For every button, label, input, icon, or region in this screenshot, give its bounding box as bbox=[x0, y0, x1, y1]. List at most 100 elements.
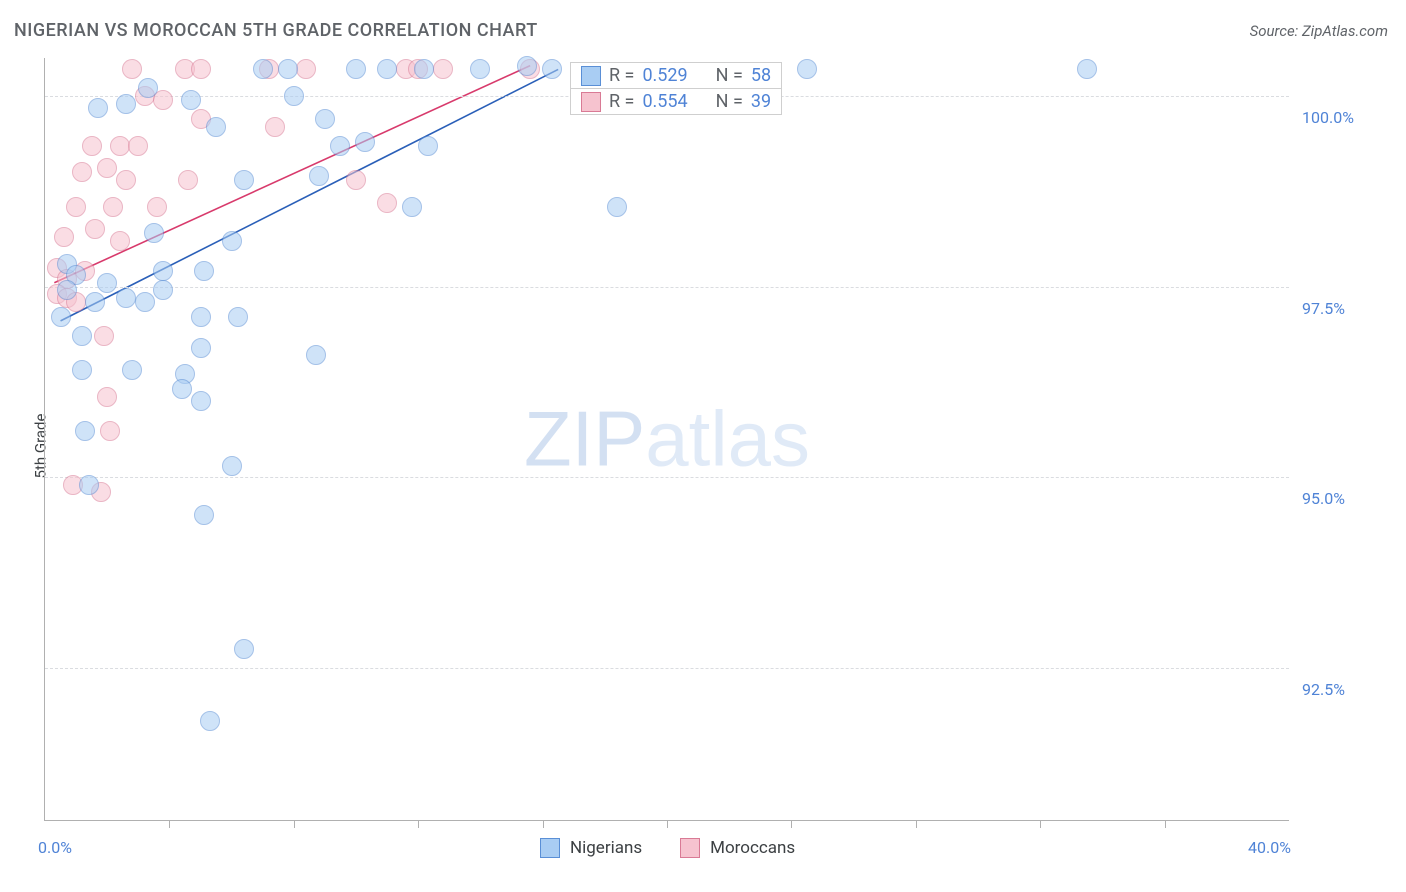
scatter-point bbox=[72, 326, 92, 346]
scatter-point bbox=[296, 59, 316, 79]
scatter-point bbox=[103, 197, 123, 217]
source-label: Source: ZipAtlas.com bbox=[1250, 22, 1388, 40]
y-tick-label: 92.5% bbox=[1302, 680, 1345, 699]
x-tick-mark bbox=[791, 820, 792, 828]
y-tick-label: 97.5% bbox=[1302, 299, 1345, 318]
x-tick-label: 0.0% bbox=[38, 838, 72, 857]
scatter-point bbox=[542, 59, 562, 79]
scatter-point bbox=[228, 307, 248, 327]
grid-line bbox=[45, 477, 1289, 478]
scatter-point bbox=[377, 59, 397, 79]
legend-series-label: Moroccans bbox=[710, 838, 795, 858]
scatter-point bbox=[178, 170, 198, 190]
scatter-point bbox=[306, 345, 326, 365]
scatter-point bbox=[79, 475, 99, 495]
scatter-point bbox=[355, 132, 375, 152]
scatter-point bbox=[284, 86, 304, 106]
scatter-point bbox=[222, 231, 242, 251]
x-tick-mark bbox=[667, 820, 668, 828]
scatter-point bbox=[377, 193, 397, 213]
legend-swatch bbox=[540, 838, 560, 858]
x-tick-mark bbox=[1165, 820, 1166, 828]
scatter-point bbox=[116, 170, 136, 190]
scatter-point bbox=[122, 59, 142, 79]
legend-n-label: N = bbox=[716, 65, 743, 86]
legend-row: R = 0.554 N = 39 bbox=[571, 89, 781, 114]
scatter-point bbox=[82, 136, 102, 156]
correlation-legend: R = 0.529 N = 58 R = 0.554 N = 39 bbox=[570, 62, 782, 115]
legend-r-label: R = bbox=[609, 91, 634, 112]
scatter-point bbox=[66, 197, 86, 217]
legend-r-value: 0.529 bbox=[642, 65, 687, 86]
scatter-point bbox=[191, 59, 211, 79]
scatter-point bbox=[222, 456, 242, 476]
y-tick-label: 100.0% bbox=[1302, 108, 1354, 127]
x-tick-mark bbox=[916, 820, 917, 828]
chart-title: NIGERIAN VS MOROCCAN 5TH GRADE CORRELATI… bbox=[14, 20, 538, 41]
scatter-point bbox=[234, 170, 254, 190]
scatter-point bbox=[194, 261, 214, 281]
scatter-point bbox=[206, 117, 226, 137]
scatter-point bbox=[181, 90, 201, 110]
legend-swatch bbox=[581, 92, 601, 112]
scatter-point bbox=[797, 59, 817, 79]
legend-n-label: N = bbox=[716, 91, 743, 112]
scatter-point bbox=[414, 59, 434, 79]
plot-area: ZIPatlas bbox=[44, 58, 1289, 821]
scatter-point bbox=[191, 307, 211, 327]
x-tick-mark bbox=[418, 820, 419, 828]
legend-swatch bbox=[680, 838, 700, 858]
scatter-point bbox=[110, 231, 130, 251]
trend-lines bbox=[45, 58, 1289, 820]
watermark: ZIPatlas bbox=[524, 394, 810, 485]
scatter-point bbox=[402, 197, 422, 217]
grid-line bbox=[45, 668, 1289, 669]
scatter-point bbox=[75, 421, 95, 441]
scatter-point bbox=[138, 78, 158, 98]
scatter-point bbox=[200, 711, 220, 731]
x-tick-label: 40.0% bbox=[1248, 838, 1291, 857]
legend-n-value: 58 bbox=[751, 65, 771, 86]
scatter-point bbox=[97, 387, 117, 407]
x-tick-mark bbox=[169, 820, 170, 828]
scatter-point bbox=[1077, 59, 1097, 79]
legend-row: R = 0.529 N = 58 bbox=[571, 63, 781, 89]
scatter-point bbox=[97, 158, 117, 178]
scatter-point bbox=[72, 360, 92, 380]
grid-line bbox=[45, 287, 1289, 288]
legend-r-label: R = bbox=[609, 65, 634, 86]
legend-n-value: 39 bbox=[751, 91, 771, 112]
scatter-point bbox=[418, 136, 438, 156]
scatter-point bbox=[85, 219, 105, 239]
scatter-point bbox=[144, 223, 164, 243]
x-tick-mark bbox=[1040, 820, 1041, 828]
scatter-point bbox=[153, 280, 173, 300]
scatter-point bbox=[194, 505, 214, 525]
scatter-point bbox=[147, 197, 167, 217]
legend-series-label: Nigerians bbox=[570, 838, 642, 858]
scatter-point bbox=[85, 292, 105, 312]
scatter-point bbox=[122, 360, 142, 380]
scatter-point bbox=[265, 117, 285, 137]
scatter-point bbox=[253, 59, 273, 79]
scatter-point bbox=[234, 639, 254, 659]
legend-r-value: 0.554 bbox=[642, 91, 687, 112]
scatter-point bbox=[110, 136, 130, 156]
scatter-point bbox=[94, 326, 114, 346]
scatter-point bbox=[191, 338, 211, 358]
scatter-point bbox=[100, 421, 120, 441]
scatter-point bbox=[54, 227, 74, 247]
scatter-point bbox=[346, 170, 366, 190]
scatter-point bbox=[517, 56, 537, 76]
scatter-point bbox=[433, 59, 453, 79]
scatter-point bbox=[116, 94, 136, 114]
scatter-point bbox=[315, 109, 335, 129]
scatter-point bbox=[135, 292, 155, 312]
scatter-point bbox=[88, 98, 108, 118]
scatter-point bbox=[346, 59, 366, 79]
scatter-point bbox=[116, 288, 136, 308]
legend-swatch bbox=[581, 66, 601, 86]
scatter-point bbox=[191, 391, 211, 411]
scatter-point bbox=[278, 59, 298, 79]
scatter-point bbox=[309, 166, 329, 186]
